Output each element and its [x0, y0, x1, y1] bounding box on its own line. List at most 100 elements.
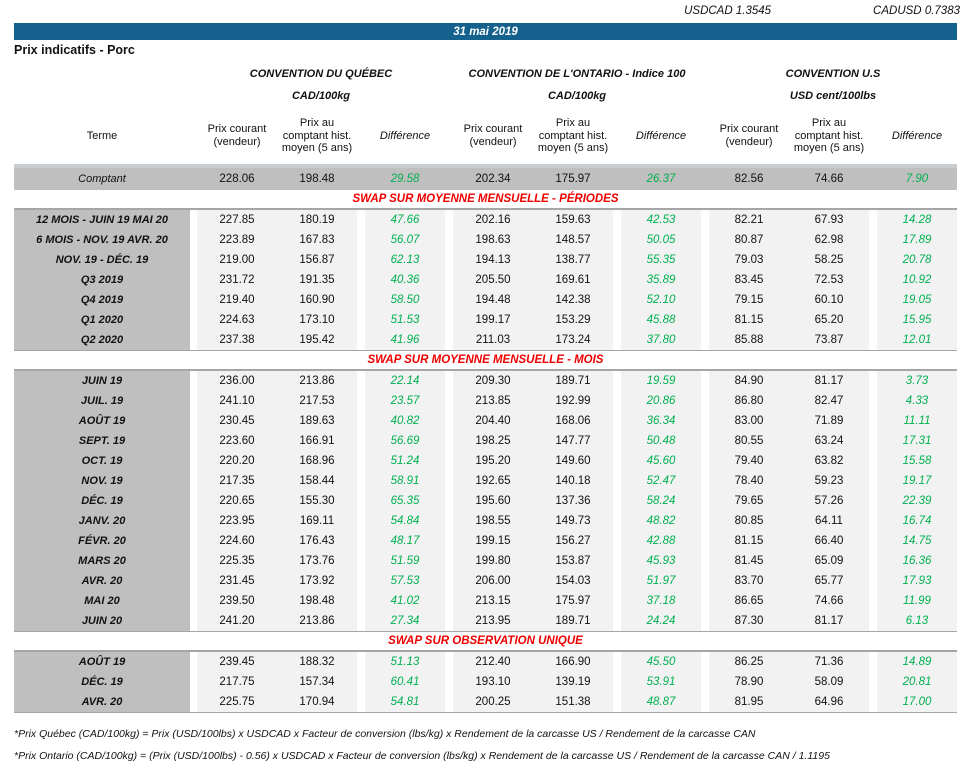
difference-cell: 50.05	[621, 230, 701, 250]
value-cell: 149.60	[555, 455, 591, 467]
price-pair: 239.45 188.32	[197, 652, 357, 672]
section-title: SWAP SUR OBSERVATION UNIQUE	[14, 632, 957, 652]
value-cell: 241.20	[219, 615, 255, 627]
price-pair: 198.25 147.77	[453, 431, 613, 451]
value-cell: 81.17	[814, 375, 844, 387]
price-pair: 85.88 73.87	[709, 330, 869, 350]
prix-courant-header: Prix courant (vendeur)	[463, 123, 523, 148]
price-pair: 80.85 64.11	[709, 511, 869, 531]
usdcad-rate: USDCAD 1.3545	[684, 5, 771, 17]
difference-cell: 48.82	[621, 511, 701, 531]
prix-comptant-header: Prix au comptant hist. moyen (5 ans)	[281, 116, 353, 155]
value-cell: 142.38	[555, 294, 591, 306]
difference-cell: 17.00	[877, 692, 957, 712]
value-cell: 213.86	[299, 615, 335, 627]
value-cell: 169.61	[555, 274, 591, 286]
value-cell: 64.96	[814, 696, 844, 708]
table-row: MARS 20 225.35 173.76 51.59 199.80 153.8…	[14, 551, 957, 571]
price-pair: 86.65 74.66	[709, 591, 869, 611]
value-cell: 241.10	[219, 395, 255, 407]
difference-cell: 41.02	[365, 591, 445, 611]
value-cell: 73.87	[814, 334, 844, 346]
price-pair: 202.34 175.97	[453, 168, 613, 190]
value-cell: 189.71	[555, 615, 591, 627]
usdcad-label: USDCAD	[684, 5, 733, 17]
value-cell: 236.00	[219, 375, 255, 387]
difference-cell: 51.97	[621, 571, 701, 591]
value-cell: 83.00	[734, 415, 764, 427]
difference-cell: 45.93	[621, 551, 701, 571]
value-cell: 209.30	[475, 375, 511, 387]
difference-cell: 24.24	[621, 611, 701, 631]
price-pair: 80.55 63.24	[709, 431, 869, 451]
difference-cell: 12.01	[877, 330, 957, 350]
value-cell: 139.19	[555, 676, 591, 688]
value-cell: 213.15	[475, 595, 511, 607]
terme-cell: OCT. 19	[14, 451, 190, 471]
value-cell: 195.20	[475, 455, 511, 467]
price-pair: 204.40 168.06	[453, 411, 613, 431]
value-cell: 206.00	[475, 575, 511, 587]
difference-cell: 45.50	[621, 652, 701, 672]
price-pair: 193.10 139.19	[453, 672, 613, 692]
value-cell: 151.38	[555, 696, 591, 708]
prix-courant-header: Prix courant (vendeur)	[207, 123, 267, 148]
value-cell: 189.71	[555, 375, 591, 387]
value-cell: 153.29	[555, 314, 591, 326]
price-pair: 224.60 176.43	[197, 531, 357, 551]
table-row: AVR. 20 225.75 170.94 54.81 200.25 151.3…	[14, 692, 957, 712]
value-cell: 65.77	[814, 575, 844, 587]
price-pair: 205.50 169.61	[453, 270, 613, 290]
value-cell: 173.76	[299, 555, 335, 567]
difference-cell: 14.75	[877, 531, 957, 551]
value-cell: 239.50	[219, 595, 255, 607]
price-pair: 223.89 167.83	[197, 230, 357, 250]
value-cell: 217.75	[219, 676, 255, 688]
value-cell: 224.63	[219, 314, 255, 326]
value-cell: 63.24	[814, 435, 844, 447]
table-row: JUIN 19 236.00 213.86 22.14 209.30 189.7…	[14, 371, 957, 391]
price-pair: 220.20 168.96	[197, 451, 357, 471]
value-cell: 204.40	[475, 415, 511, 427]
difference-cell: 23.57	[365, 391, 445, 411]
value-cell: 199.15	[475, 535, 511, 547]
terme-cell: Q1 2020	[14, 310, 190, 330]
difference-cell: 51.59	[365, 551, 445, 571]
value-cell: 80.87	[734, 234, 764, 246]
price-pair: 79.65 57.26	[709, 491, 869, 511]
value-cell: 217.53	[299, 395, 335, 407]
price-pair: 80.87 62.98	[709, 230, 869, 250]
value-cell: 71.89	[814, 415, 844, 427]
table-row: 12 MOIS - JUIN 19 MAI 20 227.85 180.19 4…	[14, 210, 957, 230]
difference-cell: 60.41	[365, 672, 445, 692]
difference-cell: 20.86	[621, 391, 701, 411]
difference-cell: 47.66	[365, 210, 445, 230]
value-cell: 160.90	[299, 294, 335, 306]
value-cell: 156.87	[299, 254, 335, 266]
difference-cell: 58.50	[365, 290, 445, 310]
group-header-us: CONVENTION U.S USD cent/100lbs	[709, 68, 957, 103]
price-pair: 200.25 151.38	[453, 692, 613, 712]
price-pair: 213.85 192.99	[453, 391, 613, 411]
value-cell: 188.32	[299, 656, 335, 668]
value-cell: 198.48	[299, 173, 335, 185]
value-cell: 138.77	[555, 254, 591, 266]
value-cell: 228.06	[219, 173, 255, 185]
difference-cell: 14.28	[877, 210, 957, 230]
difference-cell: 22.14	[365, 371, 445, 391]
table-row: AOÛT 19 239.45 188.32 51.13 212.40 166.9…	[14, 652, 957, 672]
value-cell: 137.36	[555, 495, 591, 507]
terme-cell: AOÛT 19	[14, 652, 190, 672]
price-pair: 227.85 180.19	[197, 210, 357, 230]
price-pair: 79.15 60.10	[709, 290, 869, 310]
value-cell: 78.90	[734, 676, 764, 688]
table-row: AVR. 20 231.45 173.92 57.53 206.00 154.0…	[14, 571, 957, 591]
price-pair: 217.35 158.44	[197, 471, 357, 491]
section-title: SWAP SUR MOYENNE MENSUELLE - MOIS	[14, 351, 957, 371]
price-pair: 236.00 213.86	[197, 371, 357, 391]
us-price-headers: Prix courant (vendeur) Prix au comptant …	[709, 110, 869, 162]
difference-cell: 52.10	[621, 290, 701, 310]
value-cell: 82.56	[734, 173, 764, 185]
section-rows: AOÛT 19 239.45 188.32 51.13 212.40 166.9…	[14, 652, 957, 713]
value-cell: 67.93	[814, 214, 844, 226]
